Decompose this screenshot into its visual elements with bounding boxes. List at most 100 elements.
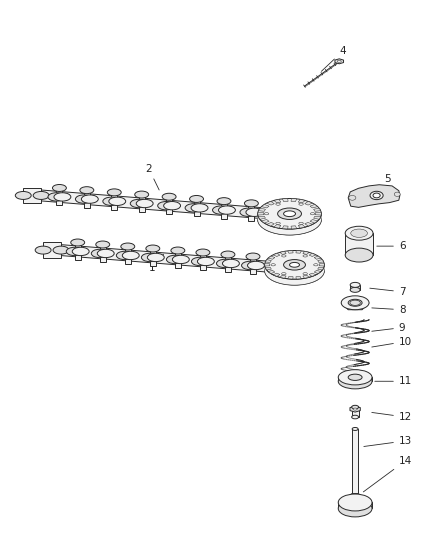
Ellipse shape <box>353 408 357 410</box>
Polygon shape <box>338 503 372 508</box>
Ellipse shape <box>35 192 46 198</box>
Text: 2: 2 <box>145 164 159 190</box>
Ellipse shape <box>345 248 373 262</box>
Polygon shape <box>310 205 318 208</box>
Ellipse shape <box>348 300 362 306</box>
Ellipse shape <box>216 259 233 268</box>
Polygon shape <box>335 59 343 64</box>
Polygon shape <box>265 260 272 262</box>
Polygon shape <box>261 220 269 223</box>
Ellipse shape <box>345 226 373 240</box>
Polygon shape <box>288 251 293 253</box>
Polygon shape <box>61 245 270 272</box>
Polygon shape <box>338 377 372 381</box>
Ellipse shape <box>311 213 315 215</box>
Ellipse shape <box>265 256 324 285</box>
Polygon shape <box>338 494 372 503</box>
Ellipse shape <box>299 222 303 224</box>
Polygon shape <box>350 285 360 290</box>
Ellipse shape <box>107 189 121 196</box>
Polygon shape <box>345 233 373 255</box>
Ellipse shape <box>278 208 301 220</box>
Text: 13: 13 <box>364 436 412 447</box>
Polygon shape <box>296 277 301 279</box>
Polygon shape <box>341 303 369 310</box>
Polygon shape <box>175 251 181 268</box>
Polygon shape <box>225 255 231 272</box>
Ellipse shape <box>240 208 257 216</box>
Polygon shape <box>265 264 270 266</box>
Polygon shape <box>221 201 227 219</box>
Ellipse shape <box>264 213 269 215</box>
Ellipse shape <box>219 206 235 214</box>
Polygon shape <box>250 257 256 274</box>
Polygon shape <box>57 189 62 205</box>
Ellipse shape <box>15 191 31 199</box>
Polygon shape <box>265 267 272 270</box>
Polygon shape <box>258 208 265 211</box>
Ellipse shape <box>196 249 210 256</box>
Polygon shape <box>318 267 324 270</box>
Ellipse shape <box>247 261 265 270</box>
Polygon shape <box>314 208 321 211</box>
Polygon shape <box>352 407 359 417</box>
Text: 10: 10 <box>372 336 412 347</box>
Ellipse shape <box>352 415 359 419</box>
Text: 3: 3 <box>297 207 316 217</box>
Ellipse shape <box>283 260 305 270</box>
Polygon shape <box>100 245 106 262</box>
Ellipse shape <box>282 272 286 275</box>
Ellipse shape <box>158 201 175 210</box>
Polygon shape <box>125 247 131 264</box>
Ellipse shape <box>33 191 49 199</box>
Ellipse shape <box>130 199 147 208</box>
Polygon shape <box>274 199 281 203</box>
Ellipse shape <box>338 500 372 517</box>
Text: 4: 4 <box>321 46 346 71</box>
Ellipse shape <box>373 193 380 198</box>
Polygon shape <box>41 190 270 219</box>
Polygon shape <box>291 198 297 201</box>
Polygon shape <box>314 216 321 219</box>
Ellipse shape <box>80 187 94 193</box>
Polygon shape <box>139 195 145 212</box>
Ellipse shape <box>350 300 360 305</box>
Polygon shape <box>315 213 321 215</box>
Ellipse shape <box>53 184 67 191</box>
Ellipse shape <box>271 264 276 266</box>
Polygon shape <box>265 265 324 285</box>
Ellipse shape <box>97 249 114 257</box>
Polygon shape <box>258 216 265 219</box>
Ellipse shape <box>338 374 372 389</box>
Ellipse shape <box>71 239 85 246</box>
Text: 8: 8 <box>372 305 406 314</box>
Ellipse shape <box>223 259 240 268</box>
Ellipse shape <box>164 201 180 210</box>
Ellipse shape <box>283 211 296 216</box>
Polygon shape <box>248 204 254 221</box>
Polygon shape <box>303 275 309 278</box>
Ellipse shape <box>241 261 258 270</box>
Polygon shape <box>298 224 305 228</box>
Ellipse shape <box>54 193 71 201</box>
Ellipse shape <box>48 193 65 201</box>
Ellipse shape <box>173 255 189 264</box>
Ellipse shape <box>338 370 372 385</box>
Polygon shape <box>280 275 286 278</box>
Ellipse shape <box>290 262 300 267</box>
Ellipse shape <box>185 204 202 212</box>
Ellipse shape <box>122 251 139 260</box>
Ellipse shape <box>217 198 231 205</box>
Polygon shape <box>305 201 312 205</box>
Ellipse shape <box>258 198 321 229</box>
Ellipse shape <box>136 199 153 208</box>
Polygon shape <box>75 243 81 260</box>
Ellipse shape <box>348 374 362 381</box>
Polygon shape <box>166 197 172 214</box>
Ellipse shape <box>221 251 235 258</box>
Text: 1: 1 <box>148 254 163 273</box>
Polygon shape <box>309 273 316 277</box>
Polygon shape <box>314 256 321 259</box>
Ellipse shape <box>72 247 89 256</box>
Polygon shape <box>352 429 358 503</box>
